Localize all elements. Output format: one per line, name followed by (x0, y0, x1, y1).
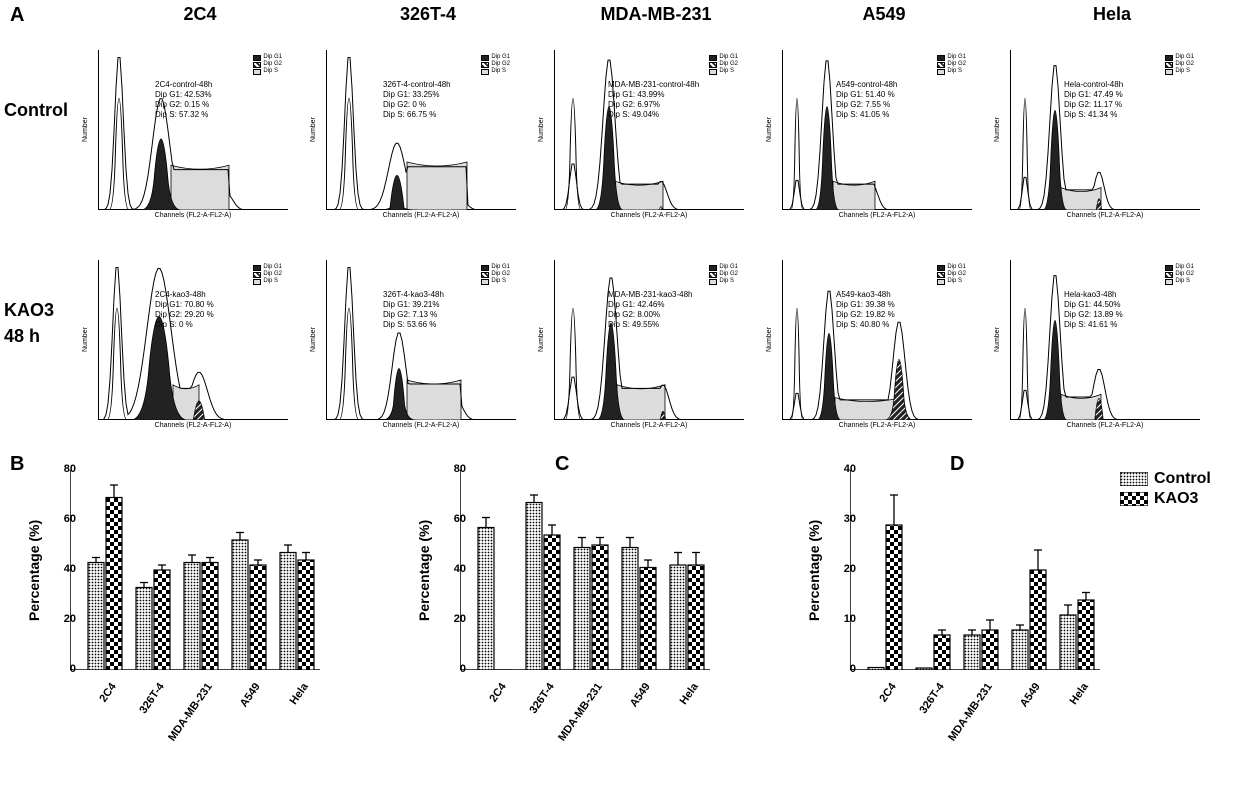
hist-xlabel: Channels (FL2-A-FL2-A) (554, 422, 744, 429)
histogram-cell: Dip G1Dip G2Dip S A549-control-48h Dip G1… (764, 30, 982, 240)
hist-legend: Dip G1Dip G2Dip S (1165, 54, 1194, 76)
panel-label-a: A (10, 4, 24, 27)
figure-root: A 2C4326T-4MDA-MB-231A549Hela Control KA… (0, 0, 1240, 806)
hist-xlabel: Channels (FL2-A-FL2-A) (782, 422, 972, 429)
hist-ylabel: Number (766, 50, 780, 210)
bar-ylabel: Percentage (%) (416, 470, 436, 670)
hist-ylabel: Number (82, 260, 96, 420)
histograms-area: Dip G1Dip G2Dip S 2C4-control-48h Dip G1:… (80, 10, 1230, 450)
hist-legend: Dip G1Dip G2Dip S (253, 264, 282, 286)
histogram-cell: Dip G1Dip G2Dip S Hela-kao3-48h Dip G1: 4… (992, 240, 1210, 450)
hist-xlabel: Channels (FL2-A-FL2-A) (1010, 212, 1200, 219)
hist-legend: Dip G1Dip G2Dip S (253, 54, 282, 76)
bar-ylabel: Percentage (%) (806, 470, 826, 670)
row-label-kao3: KAO3 (4, 300, 54, 321)
hist-ylabel: Number (994, 260, 1008, 420)
legend-label: KAO3 (1154, 490, 1198, 508)
hist-ylabel: Number (310, 260, 324, 420)
row-label-control: Control (4, 100, 68, 121)
hist-stats-text: 326T-4-kao3-48h Dip G1: 39.21% Dip G2: 7… (383, 290, 444, 330)
hist-stats-text: A549-control-48h Dip G1: 51.40 % Dip G2:… (836, 80, 897, 120)
barchart-d: Percentage (%)0102030402C4326T-4MDA-MB-2… (800, 460, 1110, 790)
histogram-cell: Dip G1Dip G2Dip S 326T-4-kao3-48h Dip G1:… (308, 240, 526, 450)
hist-ylabel: Number (538, 260, 552, 420)
hist-xlabel: Channels (FL2-A-FL2-A) (554, 212, 744, 219)
hist-xlabel: Channels (FL2-A-FL2-A) (326, 422, 516, 429)
histogram-cell: Dip G1Dip G2Dip S 2C4-control-48h Dip G1:… (80, 30, 298, 240)
histogram-cell: Dip G1Dip G2Dip S 2C4-kao3-48h Dip G1: 70… (80, 240, 298, 450)
bar-legend: Control KAO3 (1120, 470, 1211, 510)
barchart-plot (850, 470, 1100, 670)
hist-xlabel: Channels (FL2-A-FL2-A) (1010, 422, 1200, 429)
barchart-plot (70, 470, 320, 670)
histogram-cell: Dip G1Dip G2Dip S A549-kao3-48h Dip G1: 3… (764, 240, 982, 450)
hist-legend: Dip G1Dip G2Dip S (937, 54, 966, 76)
hist-stats-text: Hela-control-48h Dip G1: 47.49 % Dip G2:… (1064, 80, 1123, 120)
hist-legend: Dip G1Dip G2Dip S (481, 54, 510, 76)
hist-legend: Dip G1Dip G2Dip S (481, 264, 510, 286)
hist-legend: Dip G1Dip G2Dip S (709, 54, 738, 76)
hist-stats-text: A549-kao3-48h Dip G1: 39.38 % Dip G2: 19… (836, 290, 895, 330)
hist-legend: Dip G1Dip G2Dip S (709, 264, 738, 286)
hist-legend: Dip G1Dip G2Dip S (937, 264, 966, 286)
histogram-cell: Dip G1Dip G2Dip S MDA-MB-231-control-48h … (536, 30, 754, 240)
barchart-b: Percentage (%)0204060802C4326T-4MDA-MB-2… (20, 460, 330, 790)
hist-stats-text: 2C4-control-48h Dip G1: 42.53% Dip G2: 0… (155, 80, 212, 120)
row-label-kao3-time: 48 h (4, 326, 40, 347)
hist-xlabel: Channels (FL2-A-FL2-A) (782, 212, 972, 219)
hist-ylabel: Number (82, 50, 96, 210)
bar-charts-area: Percentage (%)0204060802C4326T-4MDA-MB-2… (0, 460, 1240, 805)
hist-ylabel: Number (766, 260, 780, 420)
hist-xlabel: Channels (FL2-A-FL2-A) (98, 422, 288, 429)
hist-xlabel: Channels (FL2-A-FL2-A) (98, 212, 288, 219)
hist-stats-text: MDA-MB-231-kao3-48h Dip G1: 42.46% Dip G… (608, 290, 692, 330)
histogram-cell: Dip G1Dip G2Dip S MDA-MB-231-kao3-48h Dip… (536, 240, 754, 450)
hist-stats-text: MDA-MB-231-control-48h Dip G1: 43.99% Di… (608, 80, 699, 120)
hist-ylabel: Number (538, 50, 552, 210)
hist-xlabel: Channels (FL2-A-FL2-A) (326, 212, 516, 219)
histogram-cell: Dip G1Dip G2Dip S 326T-4-control-48h Dip … (308, 30, 526, 240)
legend-label: Control (1154, 470, 1211, 488)
hist-stats-text: 326T-4-control-48h Dip G1: 33.25% Dip G2… (383, 80, 451, 120)
barchart-c: Percentage (%)0204060802C4326T-4MDA-MB-2… (410, 460, 720, 790)
hist-stats-text: Hela-kao3-48h Dip G1: 44.50% Dip G2: 13.… (1064, 290, 1123, 330)
hist-legend: Dip G1Dip G2Dip S (1165, 264, 1194, 286)
hist-ylabel: Number (994, 50, 1008, 210)
histogram-cell: Dip G1Dip G2Dip S Hela-control-48h Dip G1… (992, 30, 1210, 240)
bar-ylabel: Percentage (%) (26, 470, 46, 670)
hist-stats-text: 2C4-kao3-48h Dip G1: 70.80 % Dip G2: 29.… (155, 290, 214, 330)
hist-ylabel: Number (310, 50, 324, 210)
barchart-plot (460, 470, 710, 670)
